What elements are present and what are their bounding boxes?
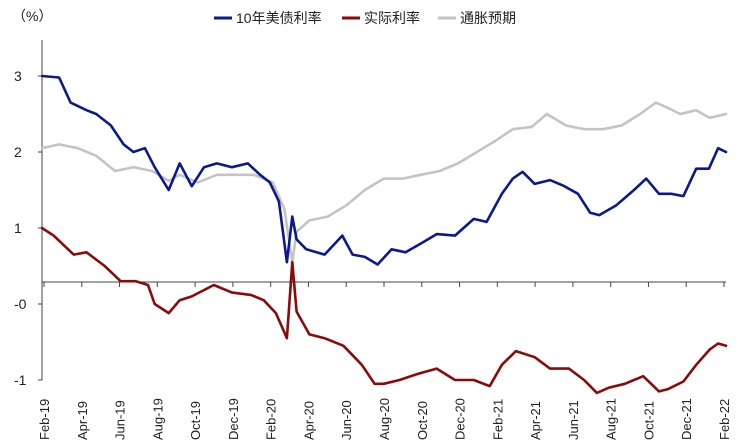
x-tick-label: Oct-19 [188, 401, 203, 440]
x-tick-label: Jun-21 [566, 400, 581, 440]
y-tick-label: -0 [14, 296, 27, 312]
x-tick-label: Oct-21 [641, 401, 656, 440]
y-tick-label: 1 [14, 220, 22, 236]
series-line-2 [40, 101, 728, 264]
y-tick-label: 3 [14, 68, 22, 84]
x-tick-label: Apr-20 [301, 401, 316, 440]
legend-label-inflation-expectation: 通胀预期 [460, 10, 516, 26]
chart-series [40, 74, 728, 395]
series-line-1 [40, 226, 728, 395]
x-tick-label: Apr-21 [528, 401, 543, 440]
x-tick-label: Feb-22 [717, 399, 732, 440]
x-tick-label: Dec-20 [453, 398, 468, 440]
x-tick-label: Aug-19 [150, 398, 165, 440]
x-tick-label: Dec-19 [226, 398, 241, 440]
unit-label: （%） [12, 8, 52, 24]
x-tick-label: Feb-19 [37, 399, 52, 440]
x-tick-label: Aug-20 [377, 398, 392, 440]
x-tick-label: Aug-21 [604, 398, 619, 440]
x-tick-label: Feb-21 [490, 399, 505, 440]
legend-label-real-rate: 实际利率 [364, 10, 420, 26]
series-line-0 [40, 74, 728, 266]
x-tick-label: Feb-20 [264, 399, 279, 440]
x-axis-ticks: Feb-19 Apr-19 Jun-19 Aug-19 Oct-19 Dec-19 Feb-… [37, 282, 732, 440]
y-tick-label: 2 [14, 144, 22, 160]
x-tick-label: Jun-20 [339, 400, 354, 440]
legend-label-treasury-10y: 10年美债利率 [236, 10, 322, 26]
x-tick-label: Apr-19 [75, 401, 90, 440]
x-tick-label: Oct-20 [415, 401, 430, 440]
y-tick-label: -1 [14, 372, 27, 388]
x-tick-label: Jun-19 [113, 400, 128, 440]
chart-legend: 10年美债利率 实际利率 通胀预期 [214, 10, 516, 26]
x-tick-label: Dec-21 [679, 398, 694, 440]
y-axis-ticks: 3 2 1 -0 -1 [14, 68, 42, 388]
chart-axes [41, 40, 726, 380]
